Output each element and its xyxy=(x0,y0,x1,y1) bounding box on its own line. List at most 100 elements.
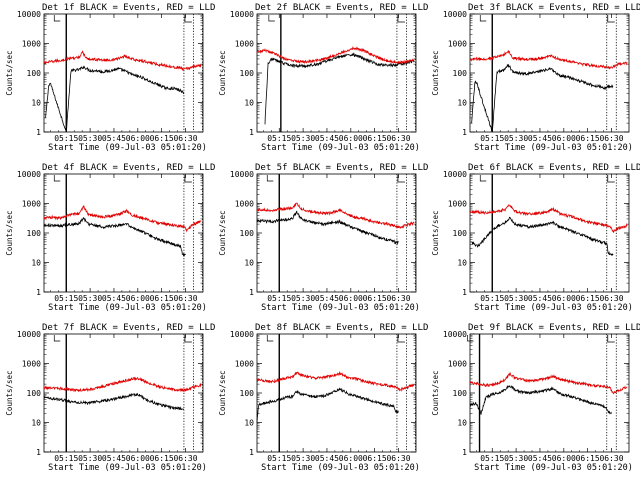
plot-frame xyxy=(43,333,204,453)
detector-panel-4: Det 4f BLACK = Events, RED = LLD 1 10 100 10… xyxy=(5,163,215,313)
events-series-line xyxy=(469,385,612,415)
y-tick-label: 1000 xyxy=(22,360,41,369)
detector-panel-8: Det 8f BLACK = Events, RED = LLD 1 10 100 10… xyxy=(218,323,428,473)
y-axis-label: Counts/sec xyxy=(218,370,227,415)
interval-bracket-glyph-left xyxy=(266,335,274,342)
panel-title: Det 8f BLACK = Events, RED = LLD xyxy=(255,323,428,333)
x-axis-label: Start Time (09-Jul-03 05:01:20) xyxy=(48,463,207,473)
y-axis-label: Counts/sec xyxy=(5,370,14,415)
panel-title: Det 7f BLACK = Events, RED = LLD xyxy=(42,323,215,333)
x-tick-label: 06:00 xyxy=(126,294,150,303)
x-tick-label: 05:30 xyxy=(291,294,315,303)
detector-panel-6: Det 6f BLACK = Events, RED = LLD 1 10 100 10… xyxy=(431,163,640,313)
x-tick-label: 06:30 xyxy=(599,294,623,303)
lld-series-line xyxy=(43,50,202,72)
y-tick-label: 100 xyxy=(453,229,468,238)
y-tick-label: 1 xyxy=(36,128,41,137)
y-axis-label: Counts/sec xyxy=(218,50,227,95)
y-tick-label: 10 xyxy=(31,419,41,428)
lld-series-line xyxy=(43,205,202,233)
x-tick-label: 05:30 xyxy=(504,134,528,143)
panel-title: Det 5f BLACK = Events, RED = LLD xyxy=(255,163,428,173)
interval-bracket-glyph-left xyxy=(479,175,487,182)
x-tick-label: 05:15 xyxy=(480,294,504,303)
interval-bracket-glyph-left xyxy=(268,15,275,22)
y-tick-label: 100 xyxy=(27,69,42,78)
events-series-line xyxy=(264,52,415,125)
y-tick-label: 1 xyxy=(462,128,467,137)
y-tick-label: 1000 xyxy=(448,200,467,209)
panel-title: Det 9f BLACK = Events, RED = LLD xyxy=(468,323,640,333)
y-tick-label: 100 xyxy=(240,389,255,398)
interval-bracket-glyph xyxy=(607,175,615,183)
interval-bracket-glyph-left xyxy=(266,175,274,182)
events-series-line xyxy=(256,210,399,245)
x-tick-label: 05:45 xyxy=(315,454,339,463)
x-axis-label: Start Time (09-Jul-03 05:01:20) xyxy=(474,143,633,153)
x-tick-label: 06:00 xyxy=(552,134,576,143)
x-tick-label: 05:15 xyxy=(267,294,291,303)
y-tick-label: 10000 xyxy=(17,10,41,19)
y-tick-label: 1000 xyxy=(235,360,254,369)
x-tick-label: 06:00 xyxy=(339,454,363,463)
events-series-line xyxy=(43,392,185,411)
plot-frame xyxy=(469,173,630,293)
y-tick-label: 10 xyxy=(31,99,41,108)
x-tick-label: 05:30 xyxy=(291,454,315,463)
x-tick-label: 06:30 xyxy=(173,294,197,303)
y-tick-label: 10000 xyxy=(443,330,467,339)
x-axis-label: Start Time (09-Jul-03 05:01:20) xyxy=(261,463,420,473)
x-tick-label: 06:15 xyxy=(363,454,387,463)
x-tick-label: 06:15 xyxy=(150,454,174,463)
x-tick-label: 06:15 xyxy=(576,454,600,463)
x-tick-label: 05:15 xyxy=(54,134,78,143)
interval-bracket-glyph xyxy=(184,335,192,343)
x-tick-label: 06:15 xyxy=(150,134,174,143)
y-axis-label: Counts/sec xyxy=(5,210,14,255)
y-axis-label: Counts/sec xyxy=(5,50,14,95)
y-tick-label: 10 xyxy=(457,419,467,428)
x-tick-label: 06:15 xyxy=(576,134,600,143)
y-axis-label: Counts/sec xyxy=(431,210,440,255)
x-axis-label: Start Time (09-Jul-03 05:01:20) xyxy=(48,143,207,153)
interval-bracket-glyph xyxy=(607,15,615,23)
y-tick-label: 100 xyxy=(27,389,42,398)
x-tick-label: 06:00 xyxy=(552,294,576,303)
y-tick-label: 10 xyxy=(31,259,41,268)
y-tick-label: 1 xyxy=(249,448,254,457)
lld-series-line xyxy=(469,371,628,395)
x-tick-label: 05:45 xyxy=(102,134,126,143)
detector-panel-5: Det 5f BLACK = Events, RED = LLD 1 10 100 10… xyxy=(218,163,428,313)
x-tick-label: 05:45 xyxy=(528,294,552,303)
x-axis-label: Start Time (09-Jul-03 05:01:20) xyxy=(48,303,207,313)
interval-bracket-glyph-left xyxy=(53,335,61,342)
y-tick-label: 1000 xyxy=(22,200,41,209)
detector-panel-1: Det 1f BLACK = Events, RED = LLD 1 10 100 10… xyxy=(5,3,215,153)
detector-panel-2: Det 2f BLACK = Events, RED = LLD 1 10 100 10… xyxy=(218,3,428,153)
x-tick-label: 06:30 xyxy=(173,454,197,463)
x-axis-label: Start Time (09-Jul-03 05:01:20) xyxy=(261,303,420,313)
x-tick-label: 06:15 xyxy=(576,294,600,303)
y-tick-label: 100 xyxy=(240,229,255,238)
interval-bracket-glyph xyxy=(184,175,192,183)
y-tick-label: 10 xyxy=(457,99,467,108)
lld-series-line xyxy=(469,49,628,70)
x-tick-label: 06:00 xyxy=(339,134,363,143)
interval-bracket-glyph-left xyxy=(53,175,61,182)
events-series-line xyxy=(45,65,184,133)
interval-bracket-glyph xyxy=(397,175,405,183)
y-tick-label: 10000 xyxy=(443,170,467,179)
y-tick-label: 10000 xyxy=(17,170,41,179)
y-tick-label: 10000 xyxy=(230,170,254,179)
x-tick-label: 05:15 xyxy=(54,454,78,463)
x-tick-label: 05:30 xyxy=(78,294,102,303)
y-tick-label: 1000 xyxy=(235,40,254,49)
y-tick-label: 1 xyxy=(249,288,254,297)
y-tick-label: 100 xyxy=(453,389,468,398)
y-axis-label: Counts/sec xyxy=(431,370,440,415)
lld-series-line xyxy=(256,45,415,65)
x-tick-label: 06:00 xyxy=(126,454,150,463)
y-tick-label: 1000 xyxy=(235,200,254,209)
x-tick-label: 05:45 xyxy=(102,454,126,463)
